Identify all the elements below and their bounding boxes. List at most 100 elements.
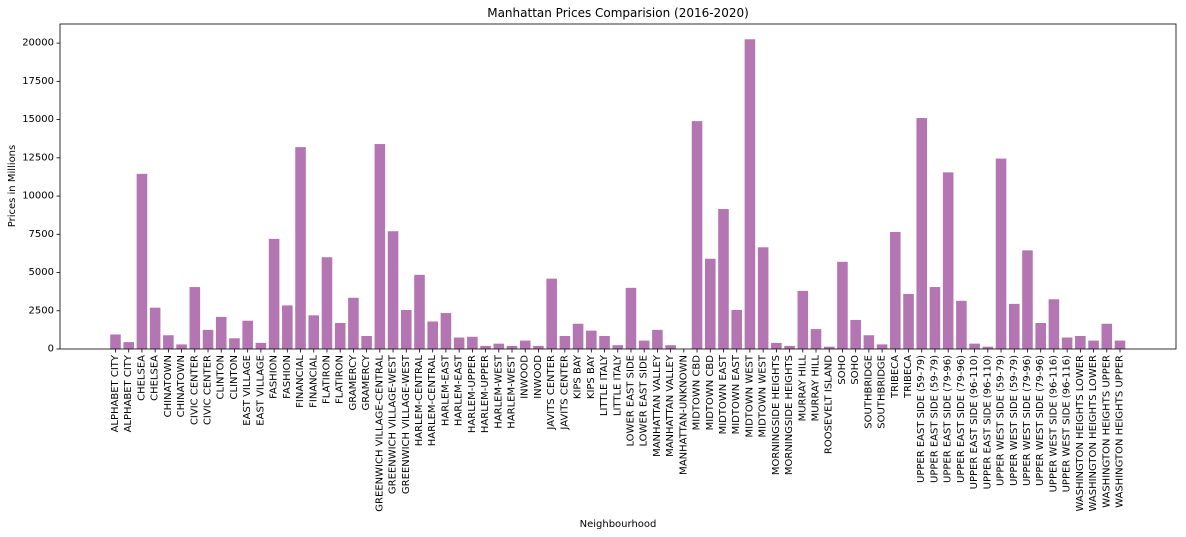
x-tick-label: UPPER WEST SIDE (79-96) [1035,355,1046,486]
bar [533,345,544,349]
x-tick-label: SOUTHBRIDGE [877,355,888,429]
bar [229,338,240,349]
bar [771,342,782,349]
bar [202,329,214,349]
bar [387,231,399,349]
bar [506,345,518,349]
chart-title: Manhattan Prices Comparision (2016-2020) [487,6,749,20]
x-tick-label: MANHATTAN VALLEY [652,354,663,457]
bar [295,147,306,349]
x-tick-label: GRAMERCY [361,354,372,410]
bar [334,323,346,349]
x-tick-label: CHINATOWN [163,355,174,417]
bar [586,330,597,349]
bar [890,232,901,349]
x-tick-label: EAST VILLAGE [242,355,253,426]
x-tick-label: FLATIRON [321,355,332,404]
y-tick-label: 0 [48,344,54,355]
bar [440,313,452,349]
x-tick-label: HARLEM-UPPER [480,355,491,433]
x-tick-label: GREENWICH VILLAGE-WEST [388,354,399,494]
bar [414,274,425,349]
x-tick-label: LITTLE ITALY [612,354,623,416]
bar [744,39,756,349]
bar [982,346,994,349]
x-tick-label: GREENWICH VILLAGE-CENTRAL [374,355,385,512]
bar [149,307,161,349]
x-tick-label: UPPER EAST SIDE (96-110) [969,355,980,489]
bar [480,345,491,349]
x-tick-label: UPPER WEST SIDE (96-116) [1048,355,1059,492]
x-tick-label: LOWER EAST SIDE [639,355,650,447]
x-tick-label: WASHINGTON HEIGHTS UPPER [1101,355,1112,508]
x-tick-label: MANHATTAN VALLEY [665,354,676,457]
bar [255,342,267,349]
bar [282,305,293,349]
y-tick-label: 2500 [29,305,54,316]
x-tick-label: EAST VILLAGE [255,355,266,426]
bar [427,321,438,349]
x-tick-label: MIDTOWN CBD [692,355,703,431]
x-tick-label: HARLEM-WEST [493,354,504,429]
bar [903,293,914,349]
bar [956,300,967,349]
bar [1048,299,1060,349]
bar [493,343,505,349]
bar [374,144,386,349]
y-axis-label: Prices in Millions [7,145,18,228]
x-tick-label: GRAMERCY [348,354,359,410]
x-tick-label: ALPHABET CITY [110,354,121,432]
x-tick-label: FLATIRON [335,355,346,404]
y-tick-label: 15000 [22,114,54,125]
x-tick-label: UPPER WEST SIDE (96-116) [1062,355,1073,492]
y-tick-label: 17500 [22,76,54,87]
x-tick-label: CHELSEA [150,355,161,401]
bar [176,344,187,349]
x-tick-label: CLINTON [229,355,240,399]
x-tick-label: HARLEM-CENTRAL [414,355,425,447]
bar [308,315,320,349]
x-tick-label: WASHINGTON HEIGHTS UPPER [1115,355,1126,508]
bar [189,287,201,349]
x-tick-label: WASHINGTON HEIGHTS LOWER [1088,355,1099,511]
bar [797,290,809,349]
x-tick-label: MORNINGSIDE HEIGHTS [771,355,782,475]
bar [916,118,928,349]
bar [163,335,174,349]
bar [1088,340,1099,349]
bar [136,173,148,349]
x-tick-label: CIVIC CENTER [203,355,214,425]
bar [546,278,557,349]
bar [519,340,531,349]
x-tick-label: SOUTHBRIDGE [863,355,874,429]
bar [599,336,610,349]
y-axis-ticks: 0 2500 5000 7500 10000 12500 15000 17500 20000 [22,38,60,355]
bar [731,310,742,349]
x-tick-label: HARLEM-EAST [454,354,465,426]
bar [110,334,121,349]
x-tick-label: MIDTOWN WEST [744,354,755,437]
bar [453,337,465,349]
x-tick-label: CHELSEA [136,355,147,401]
y-tick-label: 20000 [22,38,54,49]
bar [718,209,729,349]
bar [691,121,703,350]
bar [929,287,941,349]
x-tick-label: HARLEM-CENTRAL [427,355,438,447]
bar [123,342,134,349]
x-tick-label: JAVITS CENTER [559,355,570,431]
bar [400,310,412,349]
y-tick-label: 5000 [29,267,54,278]
x-tick-label: MORNINGSIDE HEIGHTS [784,355,795,475]
x-tick-label: JAVITS CENTER [546,355,557,431]
bar [995,158,1007,349]
bar [1008,303,1020,349]
x-tick-label: MIDTOWN EAST [718,354,729,434]
bar [1101,323,1113,349]
x-tick-label: INWOOD [533,355,544,399]
bar [969,343,980,349]
bar [1114,340,1126,349]
x-tick-label: CHINATOWN [176,355,187,417]
